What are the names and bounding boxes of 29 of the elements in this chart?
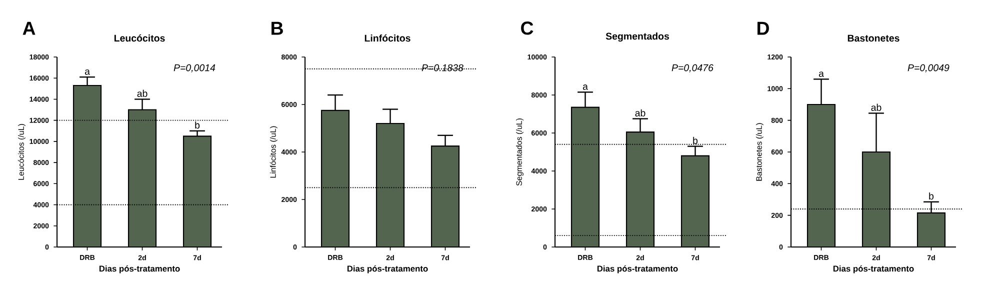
annotation: b (693, 136, 698, 144)
annotation: ab (137, 90, 148, 97)
chart-title: Segmentados (606, 32, 670, 42)
text: D (758, 22, 769, 35)
annotation: a (582, 84, 588, 90)
y-axis-title: Linfócitos (/uL) (270, 126, 278, 178)
x-axis-title: Dias pós-tratamento (833, 265, 914, 274)
annotation: P=0,0014 (174, 64, 216, 72)
annotation: b (195, 121, 200, 129)
chart-title: Leucócitos (114, 34, 165, 42)
annotation: a (84, 69, 90, 75)
x-axis-title: Dias pós-tratamento (99, 265, 180, 274)
y-axis-title: Leucócitos (/uL) (18, 124, 26, 180)
x-axis-title: Dias pós-tratamento (597, 265, 678, 274)
annotation: ab (635, 109, 646, 116)
y-axis-title: Bastonetes (/uL) (756, 123, 764, 181)
annotation: a (818, 72, 824, 77)
chart-title: Linfócitos (364, 34, 410, 42)
text: A (22, 22, 36, 35)
annotation: b (929, 192, 934, 200)
chart-title: Bastonetes (848, 34, 900, 42)
text: C (521, 22, 534, 35)
y-axis-title: Segmentados (/uL) (516, 118, 524, 186)
annotation: ab (871, 104, 882, 111)
annotation: P=0.1838 (422, 64, 464, 72)
text: B (272, 22, 283, 35)
annotation: P=0,0049 (908, 64, 950, 72)
annotation: P=0,0476 (672, 64, 714, 72)
x-axis-title: Dias pós-tratamento (347, 265, 428, 274)
